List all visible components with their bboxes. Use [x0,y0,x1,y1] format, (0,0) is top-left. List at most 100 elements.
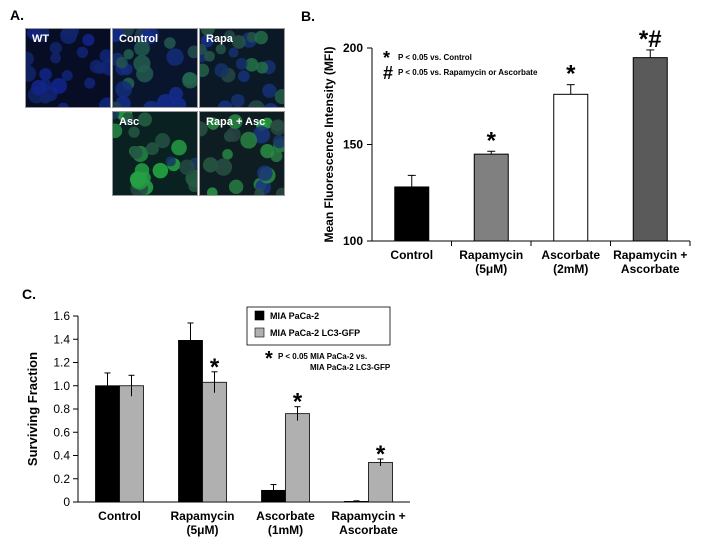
micrograph-tint [113,112,197,195]
chart-b-bar [632,57,668,242]
cell [276,187,284,195]
chart-b-significance-marker: * [487,127,497,154]
cell [113,112,120,120]
micrograph-asc: Asc [112,111,198,196]
micrograph-rapa-asc-label: Rapa + Asc [206,116,266,128]
cell [100,58,110,76]
chart-c-legend-label: MIA PaCa-2 [270,311,319,321]
cell [61,29,74,40]
chart-c-category-label: Ascorbate [339,523,398,537]
cell [206,117,220,130]
cell [129,146,143,159]
chart-c-y-tick-label: 0.2 [53,472,70,486]
cell [133,55,151,73]
cell [204,50,215,62]
micrograph-wt-cells [26,29,110,107]
chart-c-y-tick-label: 0 [63,495,70,509]
cell [226,127,241,142]
cell [270,119,284,136]
chart-c-legend-swatch [254,310,265,321]
cell [200,63,210,78]
chart-c-y-tick-label: 1.4 [53,332,70,346]
cell [246,31,258,43]
cell [49,41,63,55]
cell [257,165,273,181]
micrograph-asc-cells [113,112,197,195]
chart-c-y-tick-label: 1.0 [53,379,70,393]
chart-c-category-label: Ascorbate [256,509,315,523]
chart-b-category-label: (2mM) [553,262,588,276]
cell [248,100,265,107]
chart-c-bar [119,385,144,503]
chart-b-legend-symbol: * [383,48,390,68]
chart-b-y-tick-label: 150 [343,138,363,152]
cell [166,48,184,66]
chart-c-bar [368,462,393,503]
micrograph-asc-label: Asc [119,116,140,128]
cell [26,51,34,67]
micrograph-tint [200,112,284,195]
cell [244,57,259,72]
panel-c-label: C. [22,286,36,302]
cell [61,70,73,82]
chart-b-category-label: Ascorbate [541,248,600,262]
chart-c-annotation-line: MIA PaCa-2 LC3-GFP [310,363,391,372]
cell [57,102,69,107]
cell [39,92,51,104]
chart-b-y-tick-label: 200 [343,41,363,55]
chart-c-bar [178,340,203,503]
cell [231,35,246,49]
cell [129,171,146,188]
chart-b-y-tick-label: 100 [343,234,363,248]
cell [200,43,207,55]
chart-b-bar [473,153,509,242]
chart-c-category-label: (5μM) [186,523,218,537]
chart-b-legend-text: P < 0.05 vs. Rapamycin or Ascorbate [398,68,538,77]
cell [31,79,47,96]
micrograph-rapa-asc: Rapa + Asc [199,111,285,196]
cell [171,139,187,156]
cell [145,142,159,156]
cell [165,156,176,167]
chart-c-bar [95,385,120,503]
micrograph-tint [200,29,284,107]
cell [254,188,265,195]
chart-c: 0 0.2 0.4 0.6 0.8 1.0 1.2 1.4 1.6 Surviving Fract… [25,306,410,537]
cell [155,133,171,149]
cell [200,34,214,48]
chart-c-y-axis-label: Surviving Fraction [25,352,40,466]
chart-b-category-label: Control [390,248,433,262]
chart-b: 100 150 200 Mean Fluorescence Intensity (MF… [322,26,691,276]
chart-c-category-label: Rapamycin [170,509,234,523]
cell [235,57,248,70]
cell [214,63,229,78]
chart-b-significance-marker: * [566,61,576,88]
micrograph-rapa-label: Rapa [206,33,233,45]
cell [237,70,250,83]
chart-b-bar [394,186,430,242]
cell [113,101,122,107]
cell [182,72,197,89]
chart-b-category-label: (5μM) [475,262,507,276]
cell [260,143,275,159]
cell [50,52,61,64]
cell [214,158,233,176]
cell [113,29,124,42]
cell [98,97,110,107]
chart-b-legend-symbol: # [383,63,393,83]
cell [143,100,160,107]
cell [187,45,197,59]
cell [152,162,169,179]
cell [89,59,104,74]
chart-b-category-label: Ascorbate [621,262,680,276]
cell [156,93,175,107]
cell [228,179,244,195]
cell [164,37,176,49]
cell [137,112,153,127]
cell [115,56,128,69]
cell [115,81,133,98]
chart-c-bar [202,381,227,503]
cell [252,126,271,144]
micrograph-rapa-cells [200,29,284,107]
